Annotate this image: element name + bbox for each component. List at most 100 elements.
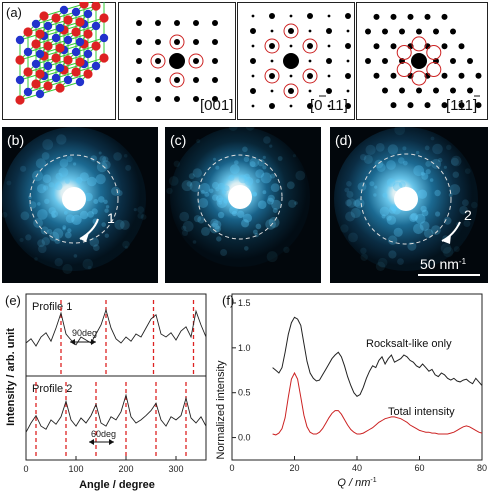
diffraction-spot xyxy=(212,77,218,83)
diffraction-spot xyxy=(382,87,388,94)
diffraction-spot xyxy=(251,14,255,18)
highlight-ring xyxy=(396,44,412,60)
panel-a-diffraction-011: [0 11] xyxy=(237,2,355,120)
atom-blue xyxy=(91,21,101,31)
diffraction-spot xyxy=(250,88,256,94)
atom-red xyxy=(75,17,85,27)
diffraction-spot xyxy=(450,28,456,35)
diffraction-spot xyxy=(289,44,293,48)
diffraction-spot xyxy=(136,96,142,102)
diffraction-spot xyxy=(174,77,180,83)
diffraction-spot xyxy=(289,14,293,18)
diffraction-spot xyxy=(193,96,199,102)
diffraction-spot xyxy=(458,102,465,109)
diffraction-spot xyxy=(345,43,351,49)
f-x-tick: 20 xyxy=(289,463,299,473)
rocksalt-curve xyxy=(272,316,483,397)
annotation-60deg: 60deg xyxy=(91,429,116,439)
diffraction-spot xyxy=(373,72,380,79)
diffraction-spot xyxy=(270,89,274,93)
panel-d-diffraction-image: 2 50 nm-1 (d) xyxy=(330,127,488,283)
profile1-label: Profile 1 xyxy=(32,301,72,313)
diffraction-spot xyxy=(174,96,180,102)
diffraction-spot xyxy=(467,87,473,94)
atom-red xyxy=(43,81,53,91)
f-y-tick: 0.5 xyxy=(238,388,251,398)
diffraction-spot xyxy=(373,43,380,50)
e-x-tick: 0 xyxy=(23,464,28,474)
highlight-ring xyxy=(302,68,318,84)
panel-a-diffraction-001: [001] xyxy=(118,2,236,120)
atom-red xyxy=(83,69,93,79)
diffraction-spot xyxy=(327,14,331,18)
atom-red xyxy=(55,43,65,53)
f-x-tick: 40 xyxy=(352,463,362,473)
diffraction-spot xyxy=(416,28,422,35)
arrow-label-2: 2 xyxy=(464,207,472,223)
panel-label-f: (f) xyxy=(222,293,234,308)
highlight-ring xyxy=(396,62,412,78)
highlight-ring xyxy=(169,34,185,50)
atom-blue xyxy=(71,7,81,17)
diffraction-spot xyxy=(250,58,256,64)
diffraction-spot xyxy=(346,29,350,33)
diffraction-spot xyxy=(136,77,142,83)
e-x-axis-label: Angle / degree xyxy=(79,479,155,491)
atom-red xyxy=(31,39,41,49)
e-x-tick: 300 xyxy=(168,464,183,474)
atom-red xyxy=(91,41,101,51)
e-x-tick: 100 xyxy=(68,464,83,474)
zone-axis-011-a: [0 xyxy=(310,97,323,114)
highlight-ring xyxy=(426,44,442,60)
diffraction-spot xyxy=(212,39,218,45)
diffraction-spot xyxy=(155,58,161,64)
atom-blue xyxy=(23,47,33,57)
atom-red xyxy=(91,2,101,11)
atom-red xyxy=(55,83,65,93)
diffraction-spot xyxy=(390,102,397,109)
diffraction-spot xyxy=(441,72,448,79)
diffraction-spot xyxy=(326,28,332,34)
atom-red xyxy=(31,79,41,89)
zone-axis-001: [001] xyxy=(200,97,233,114)
highlight-ring xyxy=(411,36,427,52)
diffraction-spot xyxy=(475,102,482,109)
diffraction-spot xyxy=(345,103,351,109)
diffraction-spot xyxy=(390,13,397,20)
annotation-90deg: 90deg xyxy=(72,328,97,338)
diffraction-spot xyxy=(382,58,388,64)
diffraction-spot xyxy=(269,73,275,79)
diffraction-spot xyxy=(155,77,161,83)
diffraction-spot xyxy=(424,13,431,20)
diffraction-spot xyxy=(390,43,397,50)
atom-blue xyxy=(31,59,41,69)
highlight-ring xyxy=(169,72,185,88)
diffraction-spot xyxy=(441,43,448,50)
atom-red xyxy=(71,67,81,77)
diffraction-spot xyxy=(458,72,465,79)
arrow-label-1: 1 xyxy=(107,210,115,226)
diffraction-spot xyxy=(407,13,414,20)
atom-blue xyxy=(35,89,45,99)
panel-e-angular-profiles: (e) Profile 1 Profile 2 0 100 200 300 90deg… xyxy=(5,293,207,491)
e-y-axis-label: Intensity / arb. unit xyxy=(5,328,17,426)
panel-label-c: (c) xyxy=(170,132,186,148)
atom-red xyxy=(15,55,25,65)
diffraction-spot xyxy=(433,87,439,94)
diffraction-spot xyxy=(467,58,473,64)
diffraction-spot xyxy=(373,13,380,20)
f-x-tick: 0 xyxy=(229,463,234,473)
legend-rocksalt: Rocksalt-like only xyxy=(366,338,452,350)
diffraction-spot xyxy=(155,20,161,26)
diffraction-spot xyxy=(345,13,351,19)
diffraction-spot xyxy=(365,58,371,64)
f-y-tick: 0.0 xyxy=(238,433,251,443)
diffraction-spot xyxy=(269,13,275,19)
legend-total: Total intensity xyxy=(388,406,455,418)
diffraction-spot xyxy=(307,73,313,79)
diffraction-spot xyxy=(174,39,180,45)
diffraction-spot xyxy=(288,28,294,34)
diffraction-spot xyxy=(307,103,313,109)
diffraction-spot xyxy=(407,102,414,109)
f-x-axis-label: Q / nm-1 xyxy=(337,477,376,489)
